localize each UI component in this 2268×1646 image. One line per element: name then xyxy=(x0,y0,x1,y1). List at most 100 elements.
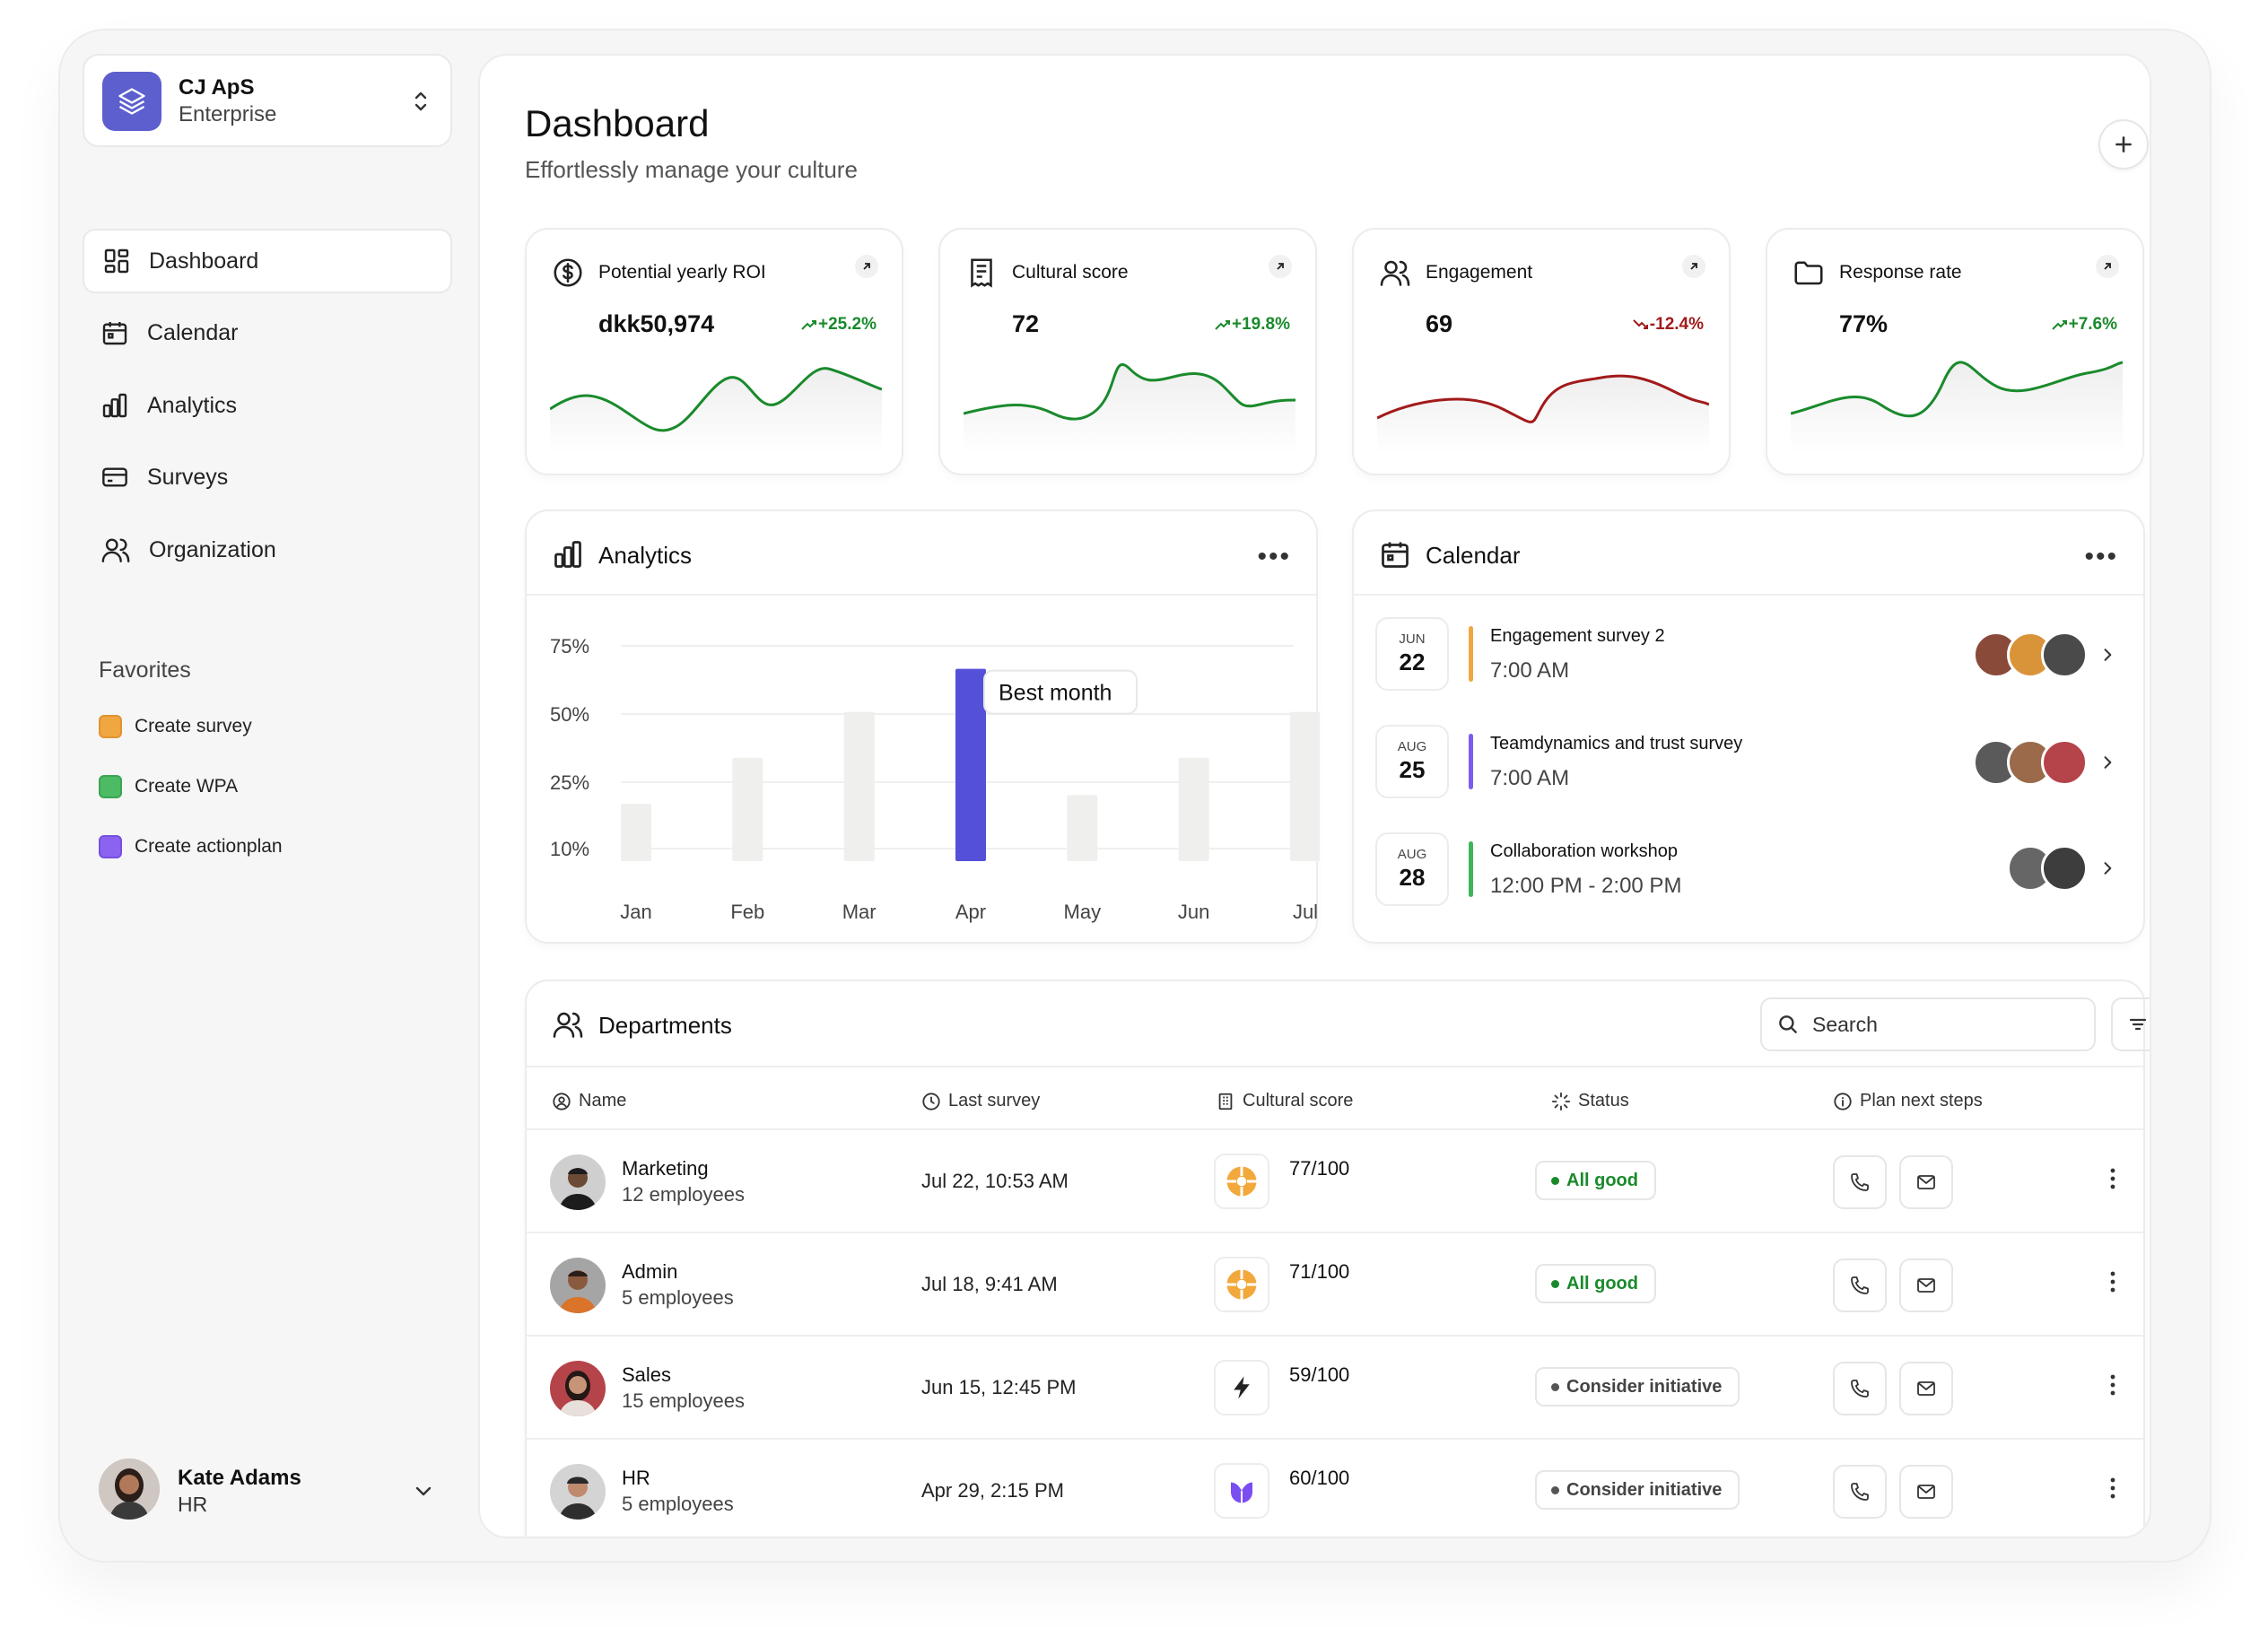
calendar-card: Calendar ••• JUN 22 Engagement survey 2 … xyxy=(1352,509,2145,944)
table-row[interactable]: HR 5 employees Apr 29, 2:15 PM 60/100 Co… xyxy=(527,1438,2143,1537)
attendee-avatars xyxy=(1973,739,2088,786)
kpi-value: 72 xyxy=(1012,310,1040,337)
receipt-icon xyxy=(965,257,998,293)
dashboard-icon xyxy=(104,248,129,274)
status-badge: Consider initiative xyxy=(1535,1367,1740,1407)
add-button[interactable] xyxy=(2098,119,2149,170)
column-header-cultural-score[interactable]: Cultural score xyxy=(1216,1091,1353,1111)
phone-icon xyxy=(1851,1483,1869,1501)
kpi-value: dkk50,974 xyxy=(598,310,715,337)
bar xyxy=(955,668,986,861)
mail-icon xyxy=(1917,1175,1935,1189)
department-name: Sales xyxy=(622,1363,672,1386)
kpi-card-roi[interactable]: Potential yearly ROI dkk50,974 +25.2% xyxy=(525,228,903,475)
filter-icon xyxy=(2129,1018,2147,1031)
column-header-last-survey[interactable]: Last survey xyxy=(921,1091,1040,1111)
dollar-circle-icon xyxy=(552,257,584,293)
loader-icon xyxy=(1551,1092,1571,1110)
table-row[interactable]: Sales 15 employees Jun 15, 12:45 PM 59/1… xyxy=(527,1335,2143,1438)
kpi-card-cultural-score[interactable]: Cultural score 72 +19.8% xyxy=(938,228,1317,475)
status-text: All good xyxy=(1566,1170,1638,1190)
kpi-title: Engagement xyxy=(1426,262,1533,283)
clock-icon xyxy=(922,1092,940,1110)
email-button[interactable] xyxy=(1899,1258,1953,1312)
nav-organization[interactable]: Organization xyxy=(83,518,452,582)
nav-analytics[interactable]: Analytics xyxy=(83,373,452,438)
table-row[interactable]: Marketing 12 employees Jul 22, 10:53 AM … xyxy=(527,1128,2143,1232)
cultural-score: 59/100 xyxy=(1289,1363,1350,1386)
status-badge: All good xyxy=(1535,1161,1656,1200)
kpi-title: Potential yearly ROI xyxy=(598,262,766,283)
event-time: 12:00 PM - 2:00 PM xyxy=(1490,874,1682,898)
favorite-create-survey[interactable]: Create survey xyxy=(99,713,252,740)
kpi-delta-text: -12.4% xyxy=(1649,315,1704,334)
status-text: All good xyxy=(1566,1273,1638,1293)
arrow-up-right-icon[interactable] xyxy=(2096,255,2119,278)
kpi-delta-text: +19.8% xyxy=(1232,315,1290,334)
nav-surveys[interactable]: Surveys xyxy=(83,445,452,509)
kebab-menu-icon[interactable] xyxy=(2109,1166,2116,1196)
arrow-up-right-icon[interactable] xyxy=(855,255,878,278)
table-row[interactable]: Admin 5 employees Jul 18, 9:41 AM 71/100… xyxy=(527,1232,2143,1335)
email-button[interactable] xyxy=(1899,1362,1953,1415)
kpi-delta: +19.8% xyxy=(1214,315,1290,335)
kpi-card-response-rate[interactable]: Response rate 77% +7.6% xyxy=(1766,228,2144,475)
kpi-title: Response rate xyxy=(1839,262,1962,283)
arrow-up-right-icon[interactable] xyxy=(1269,255,1292,278)
kebab-menu-icon[interactable] xyxy=(2109,1476,2116,1505)
org-plan: Enterprise xyxy=(179,102,277,126)
email-button[interactable] xyxy=(1899,1465,1953,1519)
favorite-label: Create actionplan xyxy=(135,836,283,857)
call-button[interactable] xyxy=(1833,1465,1887,1519)
kpi-card-engagement[interactable]: Engagement 69 -12.4% xyxy=(1352,228,1731,475)
nav-label: Calendar xyxy=(147,319,239,345)
event-name: Teamdynamics and trust survey xyxy=(1490,734,1743,753)
avatar xyxy=(2041,739,2088,786)
kebab-menu-icon[interactable] xyxy=(2109,1372,2116,1402)
kpi-delta-text: +7.6% xyxy=(2068,315,2117,334)
org-switcher[interactable]: CJ ApS Enterprise xyxy=(83,54,452,147)
column-label: Name xyxy=(579,1091,627,1110)
x-tick-label: May xyxy=(1064,901,1102,923)
more-icon[interactable]: ••• xyxy=(2084,542,2118,571)
email-button[interactable] xyxy=(1899,1155,1953,1209)
nav-dashboard[interactable]: Dashboard xyxy=(83,229,452,293)
column-header-status[interactable]: Status xyxy=(1551,1091,1629,1111)
chevron-right-icon[interactable] xyxy=(2098,859,2116,882)
bar-chart-icon xyxy=(552,538,584,575)
favorite-create-wpa[interactable]: Create WPA xyxy=(99,773,238,800)
avatar xyxy=(550,1361,606,1416)
chevron-right-icon[interactable] xyxy=(2098,753,2116,776)
call-button[interactable] xyxy=(1833,1258,1887,1312)
filter-button[interactable] xyxy=(2111,997,2150,1051)
flower-icon xyxy=(1214,1154,1269,1209)
event-color-bar xyxy=(1469,626,1473,682)
nav-calendar[interactable]: Calendar xyxy=(83,300,452,365)
divider xyxy=(527,594,1316,596)
chevron-right-icon[interactable] xyxy=(2098,646,2116,668)
status-badge: All good xyxy=(1535,1264,1656,1303)
tooltip-label: Best month xyxy=(999,681,1112,706)
chevron-down-icon xyxy=(413,1480,434,1506)
event-color-bar xyxy=(1469,734,1473,789)
last-survey-date: Jul 22, 10:53 AM xyxy=(921,1170,1069,1192)
flower-icon xyxy=(1214,1257,1269,1312)
nav-label: Organization xyxy=(149,536,276,562)
arrow-up-right-icon[interactable] xyxy=(1682,255,1705,278)
status-dot xyxy=(1551,1382,1559,1391)
call-button[interactable] xyxy=(1833,1155,1887,1209)
sparkline xyxy=(1790,355,2124,458)
info-icon xyxy=(1834,1092,1852,1110)
favorite-create-actionplan[interactable]: Create actionplan xyxy=(99,833,283,860)
phone-icon xyxy=(1851,1276,1869,1294)
more-icon[interactable]: ••• xyxy=(1257,542,1291,571)
bar xyxy=(621,804,651,861)
column-header-name[interactable]: Name xyxy=(552,1091,626,1111)
tooltip-box xyxy=(983,669,1138,715)
users-icon xyxy=(552,1008,584,1045)
column-header-plan-next-steps[interactable]: Plan next steps xyxy=(1833,1091,1983,1111)
call-button[interactable] xyxy=(1833,1362,1887,1415)
users-icon xyxy=(101,538,130,562)
search-input[interactable]: Search xyxy=(1760,997,2096,1051)
kebab-menu-icon[interactable] xyxy=(2109,1269,2116,1299)
